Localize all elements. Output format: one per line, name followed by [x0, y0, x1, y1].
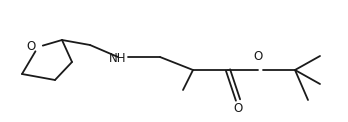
Text: O: O [26, 41, 35, 54]
Text: O: O [253, 50, 263, 63]
Text: NH: NH [109, 52, 127, 65]
Text: O: O [234, 102, 243, 115]
